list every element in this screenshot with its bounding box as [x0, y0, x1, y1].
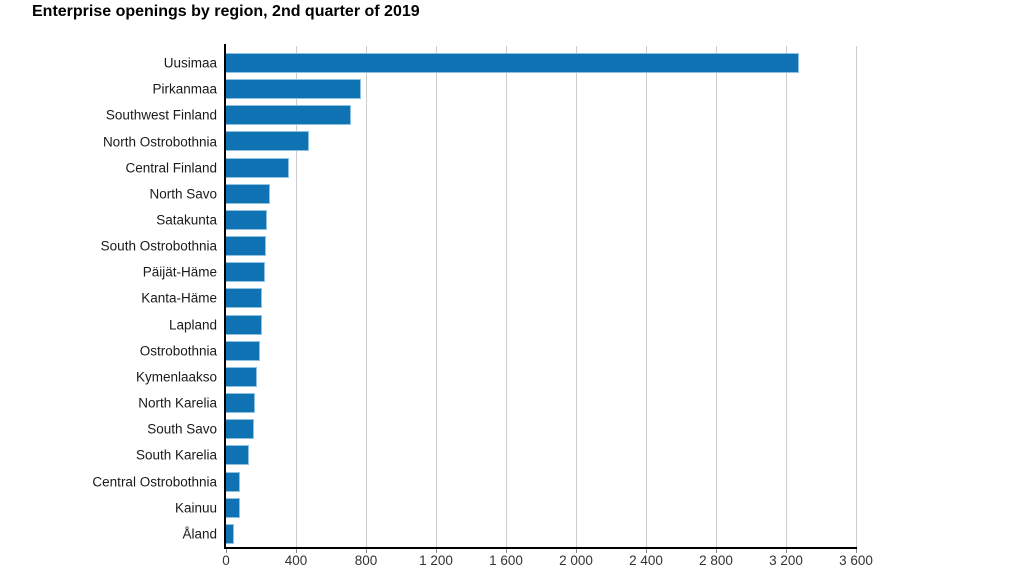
- gridline: [436, 46, 437, 547]
- axis-tick: [576, 549, 577, 553]
- x-tick-label: 1 600: [489, 553, 523, 568]
- bar: [226, 497, 240, 518]
- gridline: [646, 46, 647, 547]
- bar-row: Pirkanmaa: [152, 76, 856, 102]
- bar: [226, 53, 799, 73]
- category-label: Kainuu: [174, 500, 217, 516]
- category-label: Satakunta: [156, 212, 217, 228]
- bar: [226, 471, 240, 492]
- grid-layer: [226, 46, 857, 547]
- x-tick-label: 2 400: [629, 553, 663, 568]
- x-tick-label: 3 600: [839, 553, 873, 568]
- bar-row: South Ostrobothnia: [101, 233, 856, 259]
- bar: [226, 131, 310, 152]
- bar-row: North Ostrobothnia: [103, 128, 856, 154]
- category-label: North Savo: [149, 186, 217, 202]
- axis-tick: [716, 549, 717, 553]
- category-label: Lapland: [168, 317, 217, 333]
- bar: [226, 366, 257, 387]
- gridline: [856, 46, 857, 547]
- category-label: Kanta-Häme: [141, 290, 217, 306]
- category-label: Southwest Finland: [105, 107, 217, 123]
- x-tick-label: 2 000: [559, 553, 593, 568]
- tick-label-layer: 0 400 800 1 200 1 600 2 000 2 400 2 800 3 200 3 6…: [222, 553, 886, 571]
- bar-row: Southwest Finland: [106, 102, 856, 128]
- bar: [226, 340, 261, 361]
- bar: [226, 419, 255, 440]
- bar: [226, 262, 265, 283]
- gridline: [716, 46, 717, 547]
- bar-row: Kymenlaakso: [136, 364, 856, 390]
- chart-title: Enterprise openings by region, 2nd quart…: [32, 3, 420, 20]
- x-tick-label: 400: [284, 553, 308, 568]
- category-label: South Ostrobothnia: [100, 238, 217, 254]
- category-label: Kymenlaakso: [135, 369, 217, 385]
- gridline: [296, 46, 297, 547]
- axis-tick: [646, 549, 647, 553]
- gridline: [366, 46, 367, 547]
- bar-row: Satakunta: [156, 207, 856, 233]
- bar: [226, 105, 351, 126]
- bar-row: Lapland: [169, 312, 856, 338]
- bar-row: Päijät-Häme: [143, 259, 856, 285]
- axis-tick: [366, 549, 367, 553]
- category-label: Central Finland: [125, 160, 217, 176]
- bar: [226, 314, 262, 335]
- x-axis-line: [224, 547, 857, 549]
- axis-tick: [296, 549, 297, 553]
- gridline: [506, 46, 507, 547]
- bar: [226, 157, 290, 178]
- category-label: South Karelia: [135, 447, 217, 463]
- bar-row: South Savo: [147, 416, 856, 442]
- gridline: [576, 46, 577, 547]
- bar: [226, 523, 235, 544]
- bar-row: North Savo: [149, 181, 856, 207]
- axis-tick: [436, 549, 437, 553]
- bar: [226, 183, 271, 204]
- category-label: North Ostrobothnia: [102, 134, 217, 150]
- bar-row: Åland: [182, 521, 856, 547]
- category-label: Uusimaa: [163, 55, 217, 71]
- bar-row: Kanta-Häme: [141, 285, 856, 311]
- category-label: North Karelia: [138, 395, 217, 411]
- x-tick-label: 2 800: [699, 553, 733, 568]
- bars-layer: Uusimaa Pirkanmaa Southwest Finland Nort…: [92, 50, 856, 547]
- bar-row: Central Ostrobothnia: [92, 469, 856, 495]
- axis-tick: [856, 549, 857, 553]
- bar: [226, 236, 266, 257]
- bar: [226, 209, 268, 230]
- axis-tick: [786, 549, 787, 553]
- bar-row: South Karelia: [136, 442, 856, 468]
- bar: [226, 288, 263, 309]
- category-label: Pirkanmaa: [152, 81, 217, 97]
- axis-tick: [506, 549, 507, 553]
- category-label: Åland: [182, 526, 217, 542]
- bar-row: North Karelia: [138, 390, 856, 416]
- gridline: [786, 46, 787, 547]
- x-tick-label: 3 200: [769, 553, 803, 568]
- x-tick-label: 1 200: [419, 553, 453, 568]
- bar: [226, 79, 361, 100]
- bar: [226, 393, 256, 414]
- y-axis-line: [224, 44, 226, 549]
- category-label: Päijät-Häme: [142, 264, 217, 280]
- bar-row: Kainuu: [175, 495, 856, 521]
- bar-row: Central Finland: [125, 155, 856, 181]
- axis-tick: [226, 549, 227, 553]
- x-tick-label: 800: [354, 553, 378, 568]
- category-label: Central Ostrobothnia: [92, 474, 217, 490]
- bar: [226, 445, 249, 466]
- x-tick-label: 0: [222, 553, 230, 568]
- bar-row: Uusimaa: [164, 50, 856, 76]
- category-label: South Savo: [147, 421, 217, 437]
- category-label: Ostrobothnia: [139, 343, 217, 359]
- tick-layer: [226, 549, 857, 555]
- bar-row: Ostrobothnia: [140, 338, 856, 364]
